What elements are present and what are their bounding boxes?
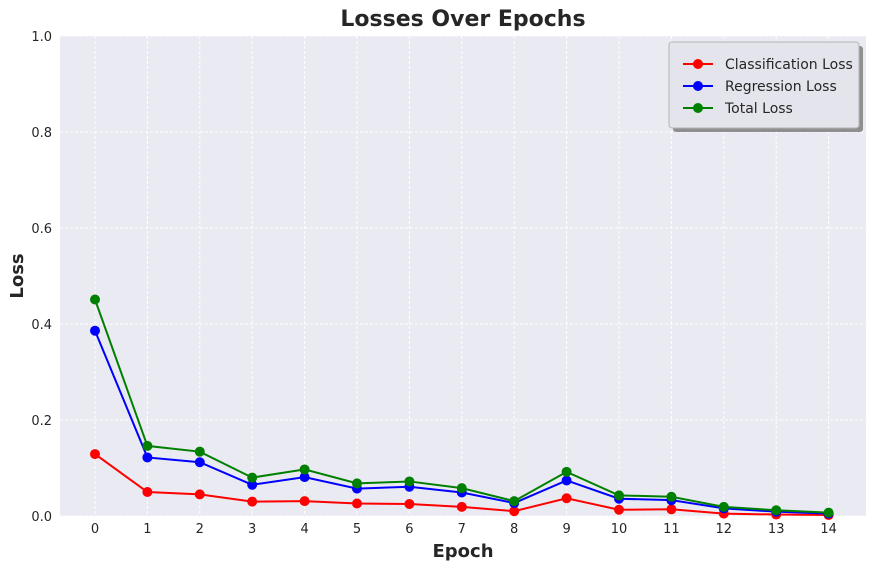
- data-point: [771, 505, 782, 516]
- x-tick-label: 1: [143, 522, 151, 537]
- data-point: [142, 440, 153, 451]
- data-point: [823, 507, 834, 518]
- x-tick-label: 2: [196, 522, 204, 537]
- data-point: [561, 493, 572, 504]
- x-tick-labels: 0 1 2 3 4 5 6 7 8 9 10 11 12 13 14: [91, 522, 837, 537]
- y-tick-label: 1.0: [31, 30, 52, 45]
- x-tick-label: 11: [663, 522, 680, 537]
- data-point: [142, 452, 153, 463]
- x-tick-label: 7: [458, 522, 466, 537]
- y-tick-label: 0.8: [31, 126, 52, 141]
- data-point: [194, 446, 205, 457]
- data-point: [509, 506, 520, 517]
- x-tick-label: 13: [768, 522, 785, 537]
- legend-box: [668, 41, 860, 129]
- data-point: [90, 294, 100, 305]
- data-point: [90, 325, 100, 336]
- x-tick-label: 0: [91, 522, 99, 537]
- grid-lines: [60, 35, 866, 517]
- legend-label: Total Loss: [724, 101, 793, 117]
- data-point: [247, 472, 258, 483]
- x-tick-label: 10: [611, 522, 628, 537]
- data-point: [561, 466, 572, 477]
- chart-title: Losses Over Epochs: [340, 7, 585, 32]
- data-point: [299, 496, 310, 507]
- y-tick-label: 0.2: [31, 414, 52, 429]
- data-point: [194, 457, 205, 468]
- y-tick-label: 0.4: [31, 318, 52, 333]
- x-tick-label: 8: [510, 522, 518, 537]
- data-point: [718, 501, 729, 512]
- legend-swatch-marker: [693, 81, 703, 91]
- x-axis-label: Epoch: [432, 541, 493, 562]
- legend: Classification Loss Regression Loss Total …: [668, 41, 863, 132]
- x-tick-label: 3: [248, 522, 256, 537]
- data-point: [456, 501, 467, 512]
- legend-swatch-marker: [693, 59, 703, 69]
- x-tick-label: 14: [820, 522, 837, 537]
- data-point: [299, 464, 310, 475]
- data-point: [90, 449, 100, 460]
- data-point: [194, 489, 205, 500]
- legend-label: Classification Loss: [725, 57, 853, 73]
- data-point: [614, 490, 624, 501]
- x-tick-label: 4: [300, 522, 308, 537]
- data-point: [666, 491, 677, 502]
- y-tick-label: 0.6: [31, 222, 52, 237]
- data-point: [352, 498, 362, 509]
- data-point: [247, 496, 258, 507]
- x-tick-label: 6: [405, 522, 413, 537]
- data-point: [614, 504, 624, 515]
- data-point: [666, 504, 677, 515]
- series-lines: [90, 294, 834, 521]
- legend-swatch-marker: [693, 103, 703, 113]
- data-point: [352, 478, 362, 489]
- data-point: [247, 479, 258, 490]
- data-point: [404, 476, 415, 487]
- data-point: [509, 496, 520, 507]
- x-tick-label: 12: [716, 522, 733, 537]
- data-point: [456, 483, 467, 494]
- x-tick-label: 5: [353, 522, 361, 537]
- y-tick-labels: 0.0 0.2 0.4 0.6 0.8 1.0: [31, 30, 52, 525]
- data-point: [404, 499, 415, 509]
- data-point: [561, 475, 572, 486]
- y-axis-label: Loss: [7, 253, 28, 298]
- legend-label: Regression Loss: [725, 79, 837, 95]
- data-point: [299, 472, 310, 483]
- y-tick-label: 0.0: [31, 510, 52, 525]
- x-tick-label: 9: [562, 522, 570, 537]
- data-point: [142, 487, 153, 497]
